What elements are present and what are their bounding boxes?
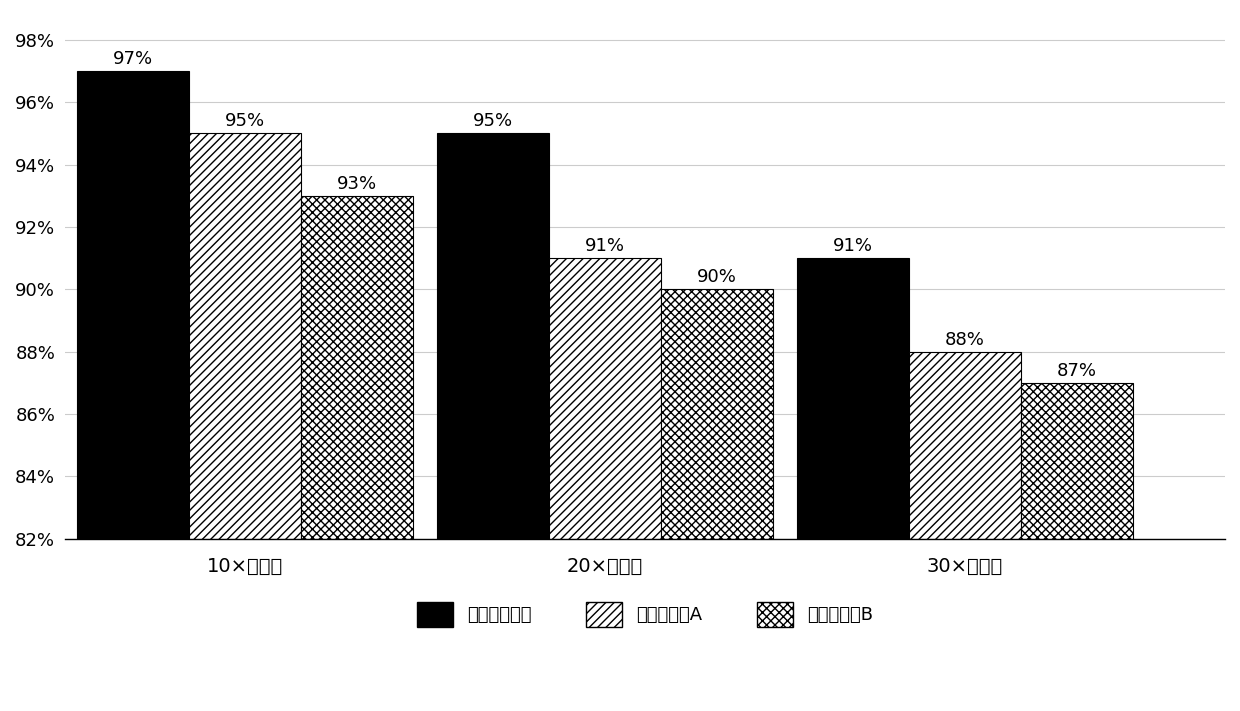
Bar xyxy=(909,352,1021,539)
Text: 95%: 95% xyxy=(224,112,265,130)
Text: 91%: 91% xyxy=(585,237,625,255)
Legend: 本发明探针组, 对照探针组A, 对照探针组B: 本发明探针组, 对照探针组A, 对照探针组B xyxy=(409,594,880,634)
Bar xyxy=(436,134,549,539)
Text: 97%: 97% xyxy=(113,50,153,68)
Text: 87%: 87% xyxy=(1056,362,1097,380)
Text: 91%: 91% xyxy=(833,237,873,255)
Bar xyxy=(301,196,413,539)
Text: 93%: 93% xyxy=(337,175,377,193)
Bar xyxy=(797,258,909,539)
Bar xyxy=(661,289,773,539)
Bar xyxy=(77,71,188,539)
Bar xyxy=(1021,383,1133,539)
Text: 90%: 90% xyxy=(697,268,737,287)
Text: 88%: 88% xyxy=(945,331,985,348)
Bar xyxy=(188,134,301,539)
Text: 95%: 95% xyxy=(472,112,513,130)
Bar xyxy=(549,258,661,539)
